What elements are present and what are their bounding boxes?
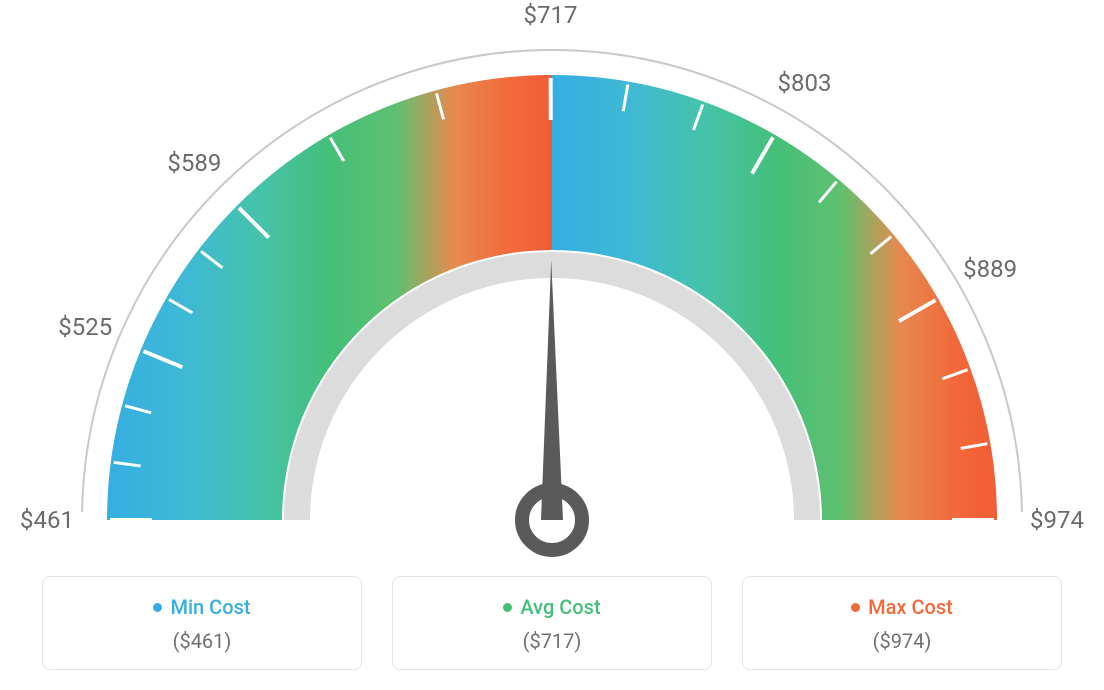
gauge-tick-label: $717 (523, 1, 577, 29)
gauge-ring-right (552, 75, 997, 520)
gauge-tick-label: $974 (1030, 506, 1084, 534)
legend-label: Min Cost (170, 595, 250, 619)
legend-label: Max Cost (868, 595, 953, 619)
legend-value-max: ($974) (753, 629, 1051, 653)
gauge-svg (0, 0, 1104, 560)
legend-label: Avg Cost (520, 595, 600, 619)
legend-card-min: Min Cost ($461) (42, 576, 362, 670)
legend-title-avg: Avg Cost (503, 595, 600, 619)
gauge-tick-label: $803 (778, 69, 832, 97)
legend-value-min: ($461) (53, 629, 351, 653)
legend-title-max: Max Cost (851, 595, 953, 619)
gauge-tick-label: $461 (20, 506, 74, 534)
gauge-needle (541, 260, 563, 520)
dot-icon (503, 603, 512, 612)
gauge-tick-label: $589 (167, 149, 221, 177)
legend-card-avg: Avg Cost ($717) (392, 576, 712, 670)
dot-icon (851, 603, 860, 612)
dot-icon (153, 603, 162, 612)
gauge-tick-label: $889 (963, 255, 1017, 283)
gauge-tick-label: $525 (58, 313, 112, 341)
legend-row: Min Cost ($461) Avg Cost ($717) Max Cost… (0, 576, 1104, 670)
legend-title-min: Min Cost (153, 595, 250, 619)
gauge-ring-left (107, 75, 552, 520)
legend-value-avg: ($717) (403, 629, 701, 653)
gauge-container: $461 $525 $589 $717 $803 $889 $974 (0, 0, 1104, 560)
legend-card-max: Max Cost ($974) (742, 576, 1062, 670)
